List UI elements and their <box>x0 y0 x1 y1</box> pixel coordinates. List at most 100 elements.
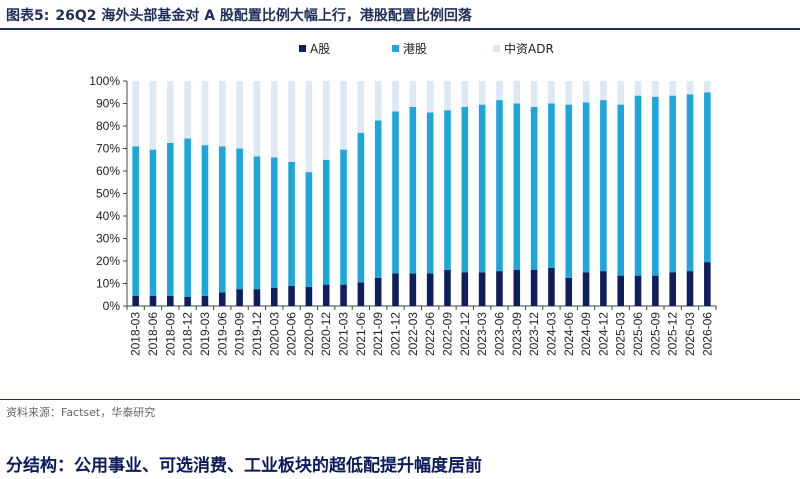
y-tick-label: 20% <box>96 254 120 268</box>
stacked-bar-chart: 0% 10% 20% 30% 40% 50% 60% 70% 80% 90% 100% 2018-03… <box>89 74 717 356</box>
bar-segment-china-adr <box>167 81 174 143</box>
bar-segment-hk-share <box>565 104 573 278</box>
x-tick-label: 2018-12 <box>181 312 195 356</box>
x-tick-label: 2019-12 <box>250 312 264 356</box>
legend-label-china-adr: 中资ADR <box>504 42 554 56</box>
bar-segment-china-adr <box>253 81 261 157</box>
y-tick-label: 80% <box>96 119 120 133</box>
bar-segment-china-adr <box>600 81 607 101</box>
figure-label: 图表5: <box>6 8 50 24</box>
bar-segment-a-share <box>409 273 417 306</box>
bar-segment-hk-share <box>305 172 313 287</box>
bar-segment-china-adr <box>548 81 555 104</box>
y-tick-label: 30% <box>96 232 120 246</box>
bar-segment-hk-share <box>617 104 625 276</box>
bar-segment-a-share <box>617 275 625 306</box>
bar-segment-hk-share <box>686 94 694 272</box>
bar-segment-hk-share <box>357 132 365 283</box>
bar-segment-china-adr <box>704 81 711 93</box>
bar-segment-hk-share <box>184 138 191 297</box>
bar-segment-china-adr <box>392 81 399 112</box>
bar-segment-hk-share <box>634 95 642 276</box>
bar-segment-a-share <box>236 289 243 306</box>
bar-segment-a-share <box>634 275 642 306</box>
bar-segment-hk-share <box>167 142 174 296</box>
x-tick-label: 2023-03 <box>475 312 489 356</box>
x-tick-label: 2023-09 <box>510 312 524 356</box>
x-tick-label: 2019-06 <box>215 312 229 356</box>
y-tick-label: 50% <box>96 187 120 201</box>
y-tick-label: 10% <box>96 277 120 291</box>
y-tick-label: 0% <box>103 299 121 313</box>
bar-segment-china-adr <box>686 81 694 95</box>
bar-segment-hk-share <box>253 156 261 290</box>
bar-segment-china-adr <box>565 81 573 105</box>
bar-segment-china-adr <box>530 81 538 107</box>
bar-segment-a-share <box>322 284 330 306</box>
bar-segment-hk-share <box>426 112 434 274</box>
legend-item-china-adr: 中资ADR <box>493 40 554 57</box>
bar-segment-a-share <box>374 277 382 306</box>
bar-segment-china-adr <box>426 81 434 113</box>
x-tick-label: 2022-06 <box>423 312 437 356</box>
bar-segment-hk-share <box>201 145 209 296</box>
x-tick-label: 2020-12 <box>319 312 333 356</box>
legend-swatch-china-adr <box>493 45 500 52</box>
bar-segment-hk-share <box>374 120 382 278</box>
bar-segment-hk-share <box>548 103 555 268</box>
bar-segment-hk-share <box>218 146 226 293</box>
x-tick-label: 2026-03 <box>683 312 697 356</box>
bar-segment-hk-share <box>270 157 278 288</box>
bar-segment-china-adr <box>357 81 365 133</box>
bar-segment-a-share <box>513 270 521 306</box>
bar-segment-a-share <box>444 270 451 306</box>
bar-segment-china-adr <box>288 81 295 162</box>
bar-segment-hk-share <box>288 162 295 286</box>
x-tick-label: 2023-06 <box>492 312 506 356</box>
bar-segment-china-adr <box>444 81 451 111</box>
bar-segment-a-share <box>686 271 694 306</box>
x-tick-label: 2021-09 <box>371 312 385 356</box>
bar-segment-china-adr <box>201 81 209 146</box>
bar-segment-a-share <box>288 285 295 306</box>
bar-segment-a-share <box>201 295 209 306</box>
bar-segment-a-share <box>253 289 261 306</box>
x-tick-label: 2018-09 <box>163 312 177 356</box>
bar-segment-china-adr <box>669 81 676 96</box>
bar-segment-hk-share <box>461 106 469 273</box>
bar-segment-china-adr <box>149 81 157 150</box>
bar-segment-china-adr <box>184 81 191 139</box>
bar-segment-china-adr <box>461 81 469 107</box>
bar-segment-china-adr <box>218 81 226 147</box>
x-tick-label: 2020-09 <box>302 312 316 356</box>
figure-title-text: 26Q2 海外头部基金对 A 股配置比例大幅上行，港股配置比例回落 <box>55 8 472 24</box>
y-tick-label: 60% <box>96 164 120 178</box>
bar-segment-hk-share <box>652 96 659 276</box>
bar-segment-hk-share <box>444 110 451 270</box>
bar-segment-china-adr <box>634 81 642 96</box>
legend-item-a-share: A股 <box>299 40 330 57</box>
bar-segment-china-adr <box>513 81 521 104</box>
x-tick-label: 2022-12 <box>458 312 472 356</box>
source-divider <box>0 399 800 400</box>
title-divider <box>0 28 800 30</box>
bar-segment-a-share <box>184 297 191 306</box>
x-tick-label: 2025-09 <box>648 312 662 356</box>
x-tick-label: 2018-03 <box>129 312 143 356</box>
x-tick-label: 2019-09 <box>233 312 247 356</box>
bar-segment-a-share <box>600 271 607 306</box>
bar-segment-hk-share <box>409 106 417 274</box>
bar-segment-a-share <box>426 273 434 306</box>
bar-segment-a-share <box>270 288 278 306</box>
y-tick-label: 90% <box>96 97 120 111</box>
x-tick-label: 2024-06 <box>562 312 576 356</box>
x-tick-label: 2025-06 <box>631 312 645 356</box>
bar-segment-hk-share <box>530 106 538 270</box>
x-tick-label: 2021-12 <box>389 312 403 356</box>
bar-segment-a-share <box>357 282 365 306</box>
x-tick-label: 2021-06 <box>354 312 368 356</box>
bar-segment-a-share <box>652 275 659 306</box>
bar-segment-a-share <box>704 262 711 306</box>
bar-segment-china-adr <box>340 81 347 150</box>
x-tick-label: 2025-12 <box>666 312 680 356</box>
